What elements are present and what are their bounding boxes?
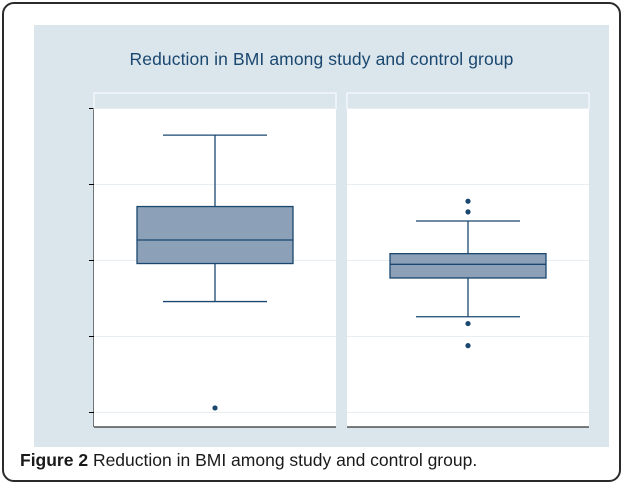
panel-header — [93, 92, 337, 110]
caption-text: Reduction in BMI among study and control… — [88, 450, 478, 470]
panel-header — [346, 92, 590, 110]
outlier-point — [212, 405, 218, 411]
outlier-point — [465, 209, 471, 215]
iqr-box — [389, 253, 547, 279]
outlier-point — [465, 343, 471, 349]
outlier-point — [465, 198, 471, 204]
chart-figure: Reduction in BMI among study and control… — [34, 25, 609, 447]
figure-frame: Reduction in BMI among study and control… — [2, 2, 621, 482]
outlier-point — [465, 320, 471, 327]
iqr-box — [136, 205, 294, 265]
chart-title: Reduction in BMI among study and control… — [129, 49, 514, 69]
figure-caption: Figure 2 Reduction in BMI among study an… — [20, 450, 477, 471]
box-plot-chart — [89, 92, 590, 428]
caption-label: Figure 2 — [20, 450, 89, 470]
